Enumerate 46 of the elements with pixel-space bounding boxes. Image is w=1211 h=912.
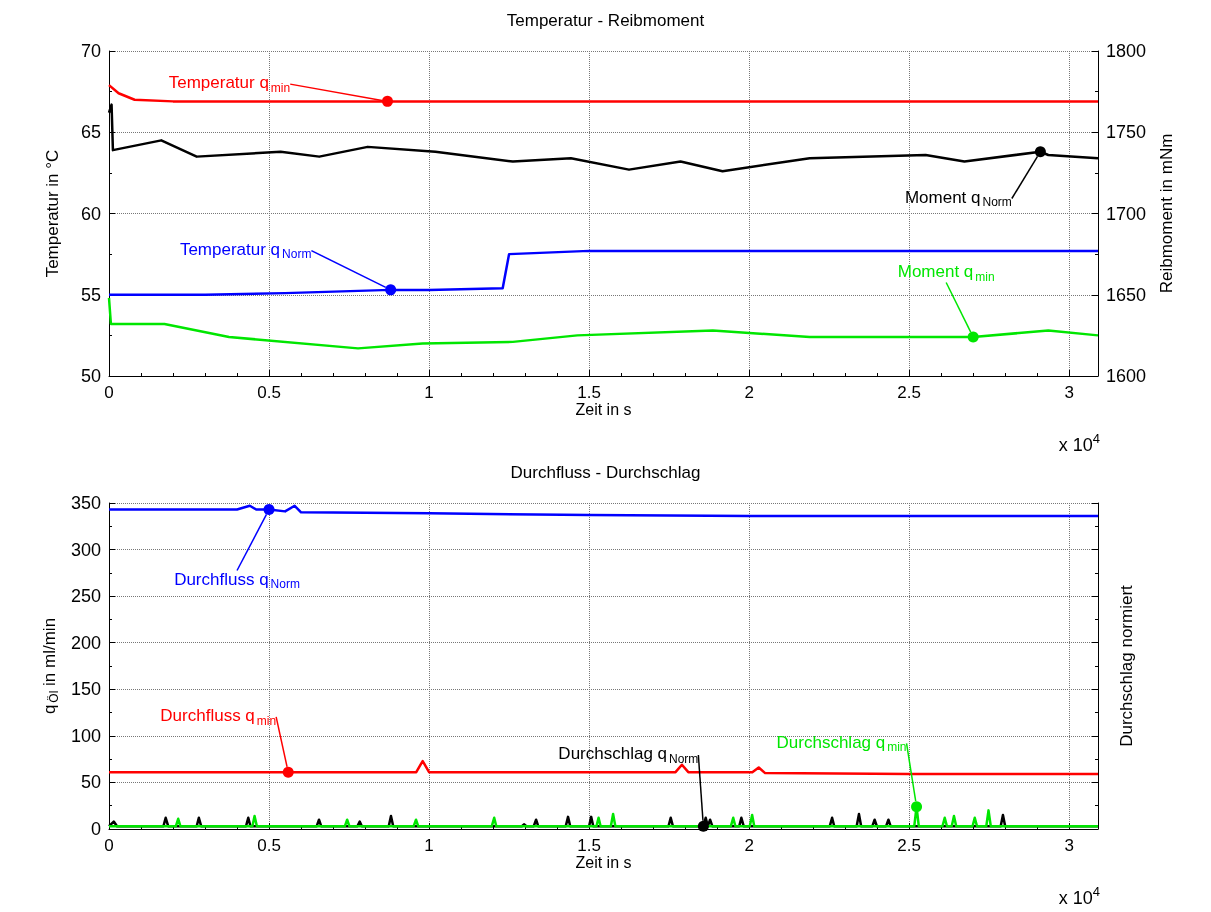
y-axis-title: Temperatur in °C [43,149,62,278]
y-tick-label: 300 [70,539,101,560]
x-tick-label: 1 [424,836,434,855]
line-series [107,504,1100,518]
y2-tick-label: 1600 [1106,366,1147,386]
y-tick-label: 65 [80,122,101,143]
x-axis-title: Zeit in s [575,401,632,419]
y-tick-label: 250 [70,586,101,607]
x-tick-label: 0.5 [257,383,281,402]
x-tick-label: 0 [104,383,114,402]
point [697,820,709,832]
x-axis-title: Zeit in s [575,854,632,872]
x-tick-label: 0 [104,836,114,855]
y-tick-label: 100 [70,725,101,746]
y-tick-label: 55 [80,284,101,305]
y-tick-label: 50 [80,366,101,386]
x-tick-label: 2 [744,836,754,855]
y-axis-title: qÖl in ml/min [39,617,62,715]
x-tick-label: 3 [1064,836,1074,855]
x-tick-label: 3 [1064,383,1074,402]
y-tick-label: 0 [90,819,101,839]
chart-title: Temperatur - Reibmoment [506,11,705,30]
y2-tick-label: 1800 [1106,41,1147,61]
x-tick-label: 2.5 [897,836,921,855]
chart-title: Durchfluss - Durchschlag [510,463,701,482]
x-tick-label: 2 [744,383,754,402]
line-series [107,296,1100,350]
y-tick-label: 150 [70,679,101,700]
x-tick-label: 2.5 [897,383,921,402]
x-tick-label: 0.5 [257,836,281,855]
y-tick-label: 70 [80,41,101,61]
x-tick-label: 1.5 [577,836,601,855]
y2-tick-label: 1700 [1106,203,1147,224]
y-tick-label: 200 [70,632,101,653]
y-tick-label: 50 [80,772,101,793]
x-tick-label: 1.5 [577,383,601,402]
x-tick-label: 1 [424,383,434,402]
y2-tick-label: 1650 [1106,284,1147,305]
y-tick-label: 350 [70,493,101,513]
y2-axis-title: Reibmoment in mNm [1157,133,1176,294]
y2-axis-title: Durchschlag normiert [1117,584,1136,747]
point [911,801,923,813]
point [263,504,275,516]
y-tick-label: 60 [80,203,101,224]
point [282,766,294,778]
y2-tick-label: 1750 [1106,122,1147,143]
